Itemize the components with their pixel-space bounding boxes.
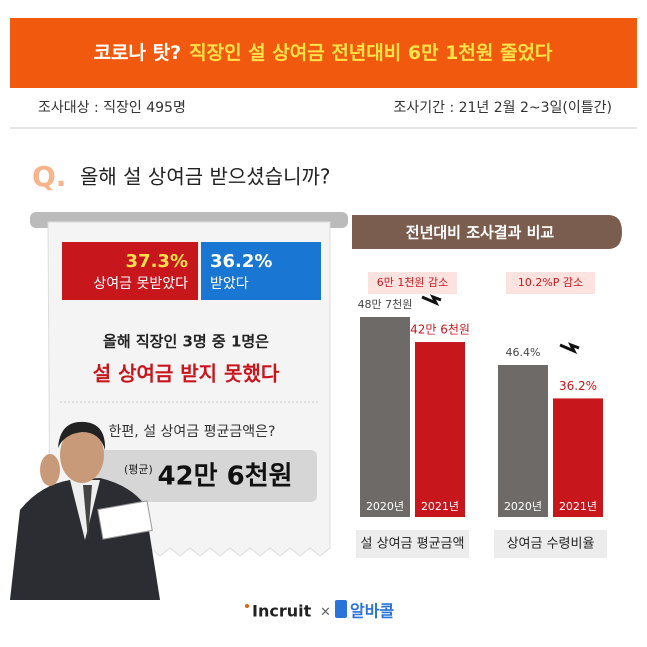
x-axis-label: 설 상여금 평균금액: [361, 537, 465, 552]
value-label: 48만 7천원: [358, 297, 413, 311]
received-label: 받았다: [210, 276, 249, 292]
brand-albacall: 알바콜: [350, 602, 394, 621]
albacall-icon: [335, 600, 347, 618]
title-main: 직장인 설 상여금 전년대비 6만 1천원 줄었다: [189, 42, 553, 64]
not-received-box: [62, 242, 198, 300]
survey-period: 조사기간 : 21년 2월 2~3일(이틀간): [393, 100, 612, 116]
trend-arrow: [559, 342, 580, 354]
not-received-label: 상여금 못받았다: [93, 276, 188, 292]
avg-box: [95, 450, 317, 502]
annotation: 10.2%P 감소: [518, 276, 583, 289]
avg-value: 42만 6천원: [157, 462, 292, 492]
brand-incruit: Incruit: [252, 602, 312, 621]
title-prefix: 코로나 탓?: [94, 42, 182, 64]
question-text: 올해 설 상여금 받으셨습니까?: [80, 165, 331, 189]
person-illustration: [10, 421, 160, 600]
logo-dot: [245, 604, 249, 608]
annotation-box: [368, 272, 457, 294]
annotation-box: [506, 272, 595, 294]
receipt-line3: 한편, 설 상여금 평균금액은?: [109, 424, 276, 440]
received-box: [201, 242, 321, 300]
received-pct: 36.2%: [210, 251, 272, 272]
comparison-title: 전년대비 조사결과 비교: [406, 224, 555, 242]
xlabel-box: [494, 530, 607, 558]
annotation: 6만 1천원 감소: [377, 275, 449, 289]
value-label: 46.4%: [506, 346, 541, 359]
question-mark: Q.: [32, 160, 66, 193]
x-axis-label: 상여금 수령비율: [507, 537, 595, 552]
comparison-header: [352, 215, 622, 249]
not-received-pct: 37.3%: [126, 251, 188, 272]
receipt-line1: 올해 직장인 3명 중 1명은: [103, 333, 269, 351]
brand-separator: ×: [320, 605, 331, 620]
receipt-line2: 설 상여금 받지 못했다: [93, 362, 280, 386]
bar: [415, 342, 465, 517]
category-label: 2020년: [366, 500, 404, 513]
category-label: 2021년: [559, 500, 597, 513]
survey-target: 조사대상 : 직장인 495명: [38, 100, 186, 116]
bar: [498, 365, 548, 517]
category-label: 2020년: [504, 500, 542, 513]
header-title: 코로나 탓? 직장인 설 상여금 전년대비 6만 1천원 줄었다: [94, 42, 553, 64]
bar: [553, 398, 603, 517]
header-bar: [10, 18, 637, 88]
bar: [360, 317, 410, 517]
value-label: 36.2%: [559, 379, 597, 393]
avg-prefix: (평균): [124, 463, 153, 476]
value-label: 42만 6천원: [410, 322, 470, 337]
category-label: 2021년: [421, 500, 459, 513]
trend-arrow: [421, 294, 442, 306]
xlabel-box: [356, 530, 469, 558]
